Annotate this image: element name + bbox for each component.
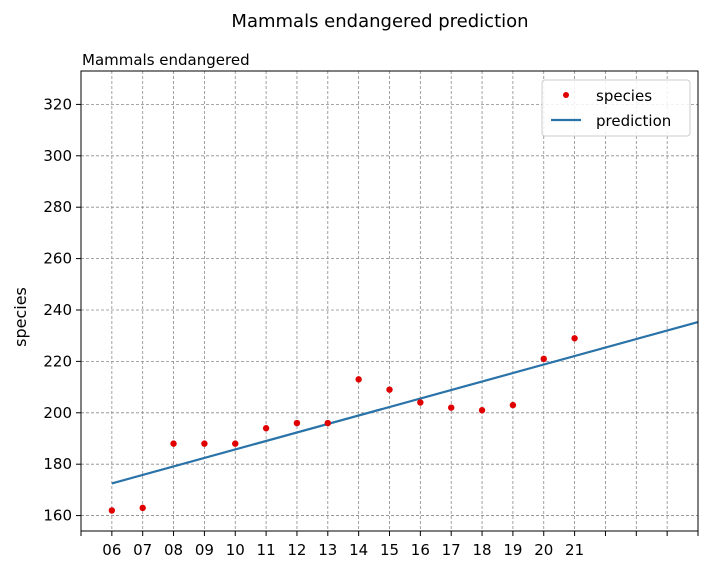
y-tick-label: 220: [43, 352, 72, 370]
species-point: [108, 507, 116, 514]
y-tick-label: 280: [43, 198, 72, 216]
chart-title: Mammals endangered prediction: [231, 11, 528, 32]
species-point: [417, 399, 424, 406]
species-point: [355, 376, 362, 383]
y-tick-label: 240: [43, 301, 72, 319]
y-tick-label: 300: [43, 147, 72, 165]
legend-species-label: species: [596, 87, 652, 105]
y-axis: 160 180 200 220 240 260 280 300 320: [43, 95, 81, 525]
x-tick-label: 20: [534, 541, 553, 559]
x-tick-label: 11: [257, 541, 276, 559]
x-tick-label: 17: [442, 541, 461, 559]
species-point: [448, 404, 455, 411]
y-tick-label: 320: [43, 95, 72, 113]
x-tick-label: 08: [164, 541, 183, 559]
species-point: [509, 401, 517, 409]
species-point: [170, 440, 177, 447]
legend-box: [541, 79, 691, 137]
x-tick-label: 13: [318, 541, 337, 559]
y-tick-label: 260: [43, 250, 72, 268]
y-tick-label: 200: [43, 404, 72, 422]
species-point: [324, 419, 331, 427]
x-axis: 06 07 08 09 10 11 12 13 14 15 16 17 18 19 20 21: [80, 531, 699, 559]
x-tick-label: 09: [195, 541, 214, 559]
species-point: [139, 504, 146, 512]
axes-title: Mammals endangered: [82, 51, 250, 69]
x-tick-label: 14: [349, 541, 368, 559]
x-tick-label: 07: [133, 541, 152, 559]
prediction-line: [111, 321, 699, 485]
x-tick-label: 10: [226, 541, 245, 559]
x-tick-label: 19: [503, 541, 522, 559]
x-tick-label: 21: [565, 541, 584, 559]
species-point: [293, 419, 301, 427]
x-tick-label: 06: [102, 541, 121, 559]
species-point: [232, 440, 239, 447]
x-tick-label: 16: [411, 541, 430, 559]
legend-species-marker: [563, 92, 569, 98]
y-tick-label: 160: [43, 507, 72, 525]
legend: species prediction: [541, 79, 691, 137]
grid-lines: [80, 71, 699, 531]
x-tick-label: 15: [380, 541, 399, 559]
species-point: [386, 386, 393, 393]
x-tick-label: 18: [473, 541, 492, 559]
y-axis-label: species: [11, 287, 30, 347]
legend-prediction-label: prediction: [596, 112, 671, 130]
species-point: [262, 425, 270, 432]
species-point: [571, 335, 578, 342]
y-tick-label: 180: [43, 455, 72, 473]
plot-marks: [108, 321, 699, 514]
x-tick-label: 12: [287, 541, 306, 559]
species-point: [478, 407, 486, 414]
species-point: [540, 355, 547, 363]
species-point: [201, 440, 208, 447]
